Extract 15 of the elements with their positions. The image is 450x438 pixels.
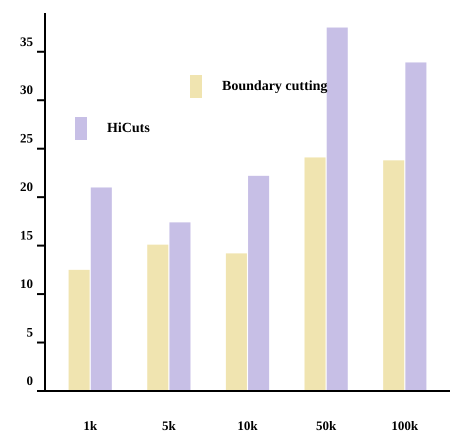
- y-tick-label: 20: [20, 179, 33, 194]
- y-tick-label: 35: [20, 34, 34, 49]
- x-tick-label: 100k: [391, 418, 419, 433]
- legend-label: HiCuts: [107, 121, 150, 136]
- y-tick-label: 30: [20, 82, 33, 98]
- y-tick-label: 25: [20, 130, 34, 146]
- y-tick-label: 0: [26, 373, 33, 388]
- y-tick-label: 15: [20, 228, 34, 243]
- x-tick-label: 50k: [316, 418, 338, 433]
- y-tick-label: 5: [26, 324, 34, 340]
- x-tick-label: 5k: [162, 418, 176, 433]
- x-tick-label: 10k: [237, 418, 258, 433]
- legend-label: Boundary cutting: [222, 79, 328, 94]
- y-tick-label: 10: [20, 276, 33, 292]
- x-tick-label: 1k: [83, 418, 98, 433]
